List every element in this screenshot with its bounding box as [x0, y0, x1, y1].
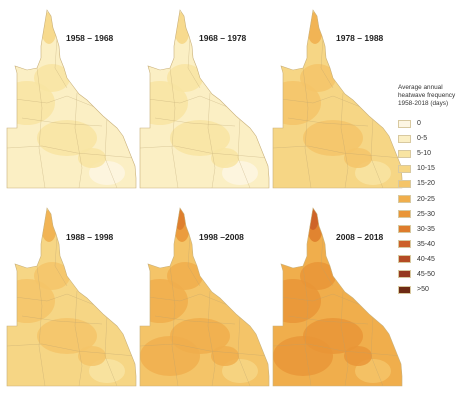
panel-title-1978-1988: 1978 – 1988: [336, 33, 384, 43]
legend-item: 0-5: [398, 131, 474, 146]
legend-label: 0-5: [417, 135, 428, 143]
legend-label: 5-10: [417, 150, 432, 158]
panel-title-1958-1968: 1958 – 1968: [66, 33, 114, 43]
qld-map-2008-2018: [272, 207, 403, 387]
legend-item: 10-15: [398, 161, 474, 176]
legend-item: >50: [398, 282, 474, 297]
legend-title-line: Average annual: [398, 84, 443, 91]
panel-title-2008-2018: 2008 – 2018: [336, 232, 384, 242]
legend-title: Average annual heatwave frequency 1958-2…: [398, 84, 474, 108]
legend-swatch: [398, 240, 411, 249]
legend-label: >50: [417, 286, 429, 294]
legend-swatch: [398, 270, 411, 279]
legend-label: 15-20: [417, 180, 435, 188]
legend-label: 45-50: [417, 270, 435, 278]
legend-label: 40-45: [417, 255, 435, 263]
legend-swatch: [398, 179, 411, 188]
legend-title-line: heatwave frequency: [398, 92, 456, 99]
legend-label: 10-15: [417, 165, 435, 173]
legend-swatch: [398, 225, 411, 234]
legend-item: 5-10: [398, 146, 474, 161]
legend-item: 0: [398, 116, 474, 131]
legend-swatch: [398, 285, 411, 294]
legend-swatch: [398, 195, 411, 204]
legend-item: 30-35: [398, 222, 474, 237]
legend-label: 30-35: [417, 225, 435, 233]
legend-item: 15-20: [398, 176, 474, 191]
legend-label: 35-40: [417, 240, 435, 248]
legend-title-line: 1958-2018 (days): [398, 100, 449, 107]
legend-label: 0: [417, 120, 421, 128]
legend-item: 40-45: [398, 252, 474, 267]
legend-swatch: [398, 255, 411, 264]
legend-item: 25-30: [398, 207, 474, 222]
legend-item: 35-40: [398, 237, 474, 252]
legend-item: 20-25: [398, 191, 474, 206]
legend-swatch: [398, 134, 411, 143]
legend-swatch: [398, 149, 411, 158]
legend-swatch: [398, 164, 411, 173]
panel-title-1988-1998: 1988 – 1998: [66, 232, 114, 242]
legend: Average annual heatwave frequency 1958-2…: [398, 84, 474, 297]
qld-map-1998-2008: [139, 207, 270, 387]
legend-swatch: [398, 210, 411, 219]
legend-label: 20-25: [417, 195, 435, 203]
panel-title-1968-1978: 1968 – 1978: [199, 33, 247, 43]
legend-label: 25-30: [417, 210, 435, 218]
legend-item: 45-50: [398, 267, 474, 282]
legend-swatch: [398, 119, 411, 128]
panel-title-1998-2008: 1998 –2008: [199, 232, 244, 242]
legend-classes: 0 0-5 5-10 10-15 15-20 20-25 25-30 30-35 35-40 40…: [398, 116, 474, 297]
